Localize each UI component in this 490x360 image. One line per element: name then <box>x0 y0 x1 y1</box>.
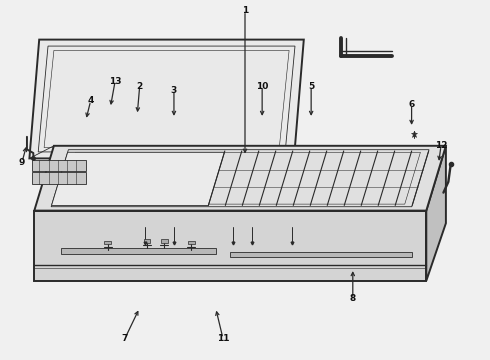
Text: 6: 6 <box>409 100 415 109</box>
Polygon shape <box>38 46 295 152</box>
Text: 12: 12 <box>435 141 447 150</box>
Text: 1: 1 <box>242 6 248 15</box>
Text: 7: 7 <box>122 334 128 343</box>
Polygon shape <box>426 146 446 281</box>
Polygon shape <box>32 172 86 184</box>
Polygon shape <box>34 146 446 211</box>
Text: 5: 5 <box>308 82 314 91</box>
Polygon shape <box>230 252 412 257</box>
Text: 2: 2 <box>137 82 143 91</box>
Text: 4: 4 <box>87 96 94 105</box>
Polygon shape <box>29 40 304 158</box>
Text: 9: 9 <box>19 158 25 166</box>
Polygon shape <box>32 160 86 171</box>
Polygon shape <box>61 248 216 254</box>
Polygon shape <box>104 241 111 244</box>
Text: 3: 3 <box>171 86 177 95</box>
Polygon shape <box>188 241 195 244</box>
Polygon shape <box>161 239 168 243</box>
Polygon shape <box>34 211 426 281</box>
Text: 8: 8 <box>350 294 356 303</box>
Text: 11: 11 <box>217 334 229 343</box>
Text: 10: 10 <box>256 82 269 91</box>
Polygon shape <box>51 152 224 206</box>
Text: 13: 13 <box>109 77 122 86</box>
Polygon shape <box>144 239 150 243</box>
